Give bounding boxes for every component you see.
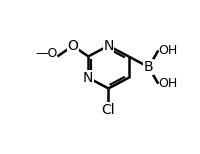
Text: B: B — [144, 60, 154, 74]
Text: OH: OH — [158, 77, 177, 90]
Text: N: N — [103, 39, 114, 53]
Text: N: N — [83, 71, 93, 85]
Text: —O: —O — [35, 47, 57, 60]
Text: OH: OH — [158, 44, 177, 57]
Text: O: O — [67, 39, 78, 53]
Text: Cl: Cl — [102, 103, 115, 117]
